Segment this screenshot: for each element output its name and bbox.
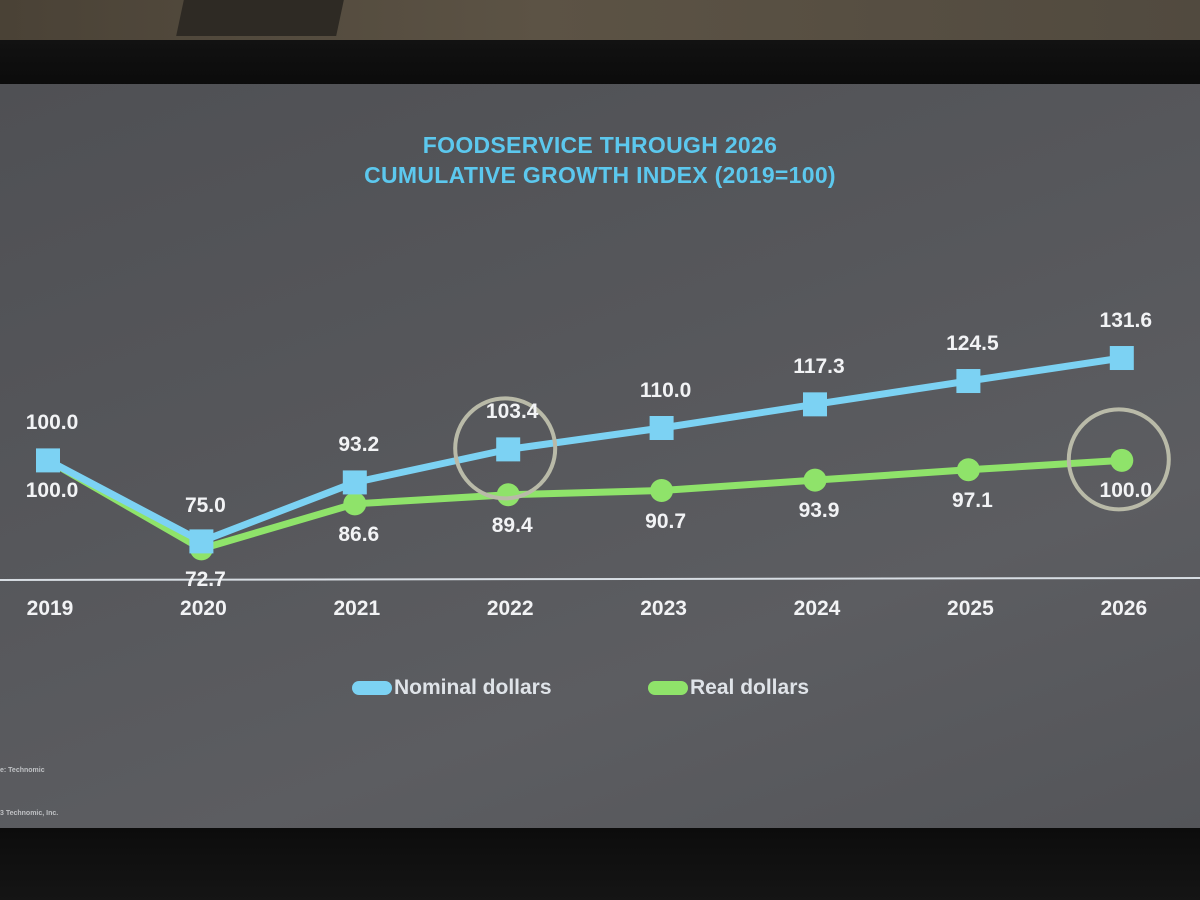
nominal-point-2023 <box>649 416 674 440</box>
legend-label-nominal: Nominal dollars <box>394 676 552 699</box>
copyright-footnote: 3 Technomic, Inc. <box>0 810 59 817</box>
real-data-label-2025: 97.1 <box>951 488 993 512</box>
nominal-point-2019 <box>36 448 60 473</box>
x-tick-label-2022: 2022 <box>486 597 534 620</box>
real-point-2025 <box>956 458 980 482</box>
x-tick-label-2025: 2025 <box>947 597 994 620</box>
legend-item-real: Real dollars <box>648 676 809 700</box>
x-tick-label-2026: 2026 <box>1100 597 1148 620</box>
nominal-data-label-2024: 117.3 <box>793 355 845 379</box>
legend-item-nominal: Nominal dollars <box>352 676 552 700</box>
source-footnote: e: Technomic <box>0 767 45 774</box>
nominal-point-2022 <box>496 437 521 462</box>
nominal-data-label-2023: 110.0 <box>639 379 692 402</box>
real-data-label-2019: 100.0 <box>25 479 79 503</box>
real-data-label-2022: 89.4 <box>491 513 533 537</box>
highlight-circle-2026 <box>1066 407 1171 512</box>
real-data-label-2024: 93.9 <box>798 499 840 523</box>
nominal-data-label-2022: 103.4 <box>485 400 539 424</box>
highlight-circle-2022 <box>453 396 558 501</box>
real-point-2026 <box>1110 448 1134 472</box>
real-data-label-2026: 100.0 <box>1099 479 1153 503</box>
monitor-bezel-top <box>0 40 1200 86</box>
legend-swatch-real <box>648 681 688 695</box>
x-tick-label-2021: 2021 <box>333 597 381 620</box>
series-line-real <box>44 456 1126 553</box>
nominal-point-2024 <box>803 392 827 417</box>
real-point-2023 <box>650 479 674 503</box>
nominal-data-label-2019: 100.0 <box>25 411 79 435</box>
monitor-bezel-bottom <box>0 828 1200 900</box>
nominal-point-2020 <box>189 529 214 554</box>
nominal-data-label-2020: 75.0 <box>184 493 226 517</box>
wall-shadow <box>176 0 344 36</box>
legend-label-real: Real dollars <box>690 676 810 699</box>
real-point-2021 <box>343 492 367 516</box>
real-point-2022 <box>496 483 520 507</box>
chart-title: FOODSERVICE THROUGH 2026 <box>422 132 778 158</box>
nominal-point-2026 <box>1109 346 1134 371</box>
real-data-label-2021: 86.6 <box>338 522 380 546</box>
nominal-data-label-2021: 93.2 <box>338 433 380 457</box>
nominal-data-label-2026: 131.6 <box>1099 309 1153 333</box>
real-data-label-2023: 90.7 <box>645 509 687 533</box>
legend-swatch-nominal <box>352 681 392 695</box>
line-chart <box>0 346 1200 581</box>
x-axis-line <box>0 577 1200 581</box>
chart-subtitle: CUMULATIVE GROWTH INDEX (2019=100) <box>364 162 836 188</box>
real-data-label-2020: 72.7 <box>184 567 226 591</box>
nominal-point-2025 <box>956 369 981 394</box>
nominal-data-label-2025: 124.5 <box>946 332 999 356</box>
real-point-2024 <box>803 468 827 492</box>
x-tick-label-2023: 2023 <box>640 597 687 620</box>
series-line-nominal <box>44 354 1126 545</box>
presentation-screen <box>0 84 1200 830</box>
x-tick-label-2024: 2024 <box>793 597 841 620</box>
x-tick-label-2019: 2019 <box>26 597 74 620</box>
nominal-point-2021 <box>342 470 367 495</box>
x-tick-label-2020: 2020 <box>180 597 227 620</box>
